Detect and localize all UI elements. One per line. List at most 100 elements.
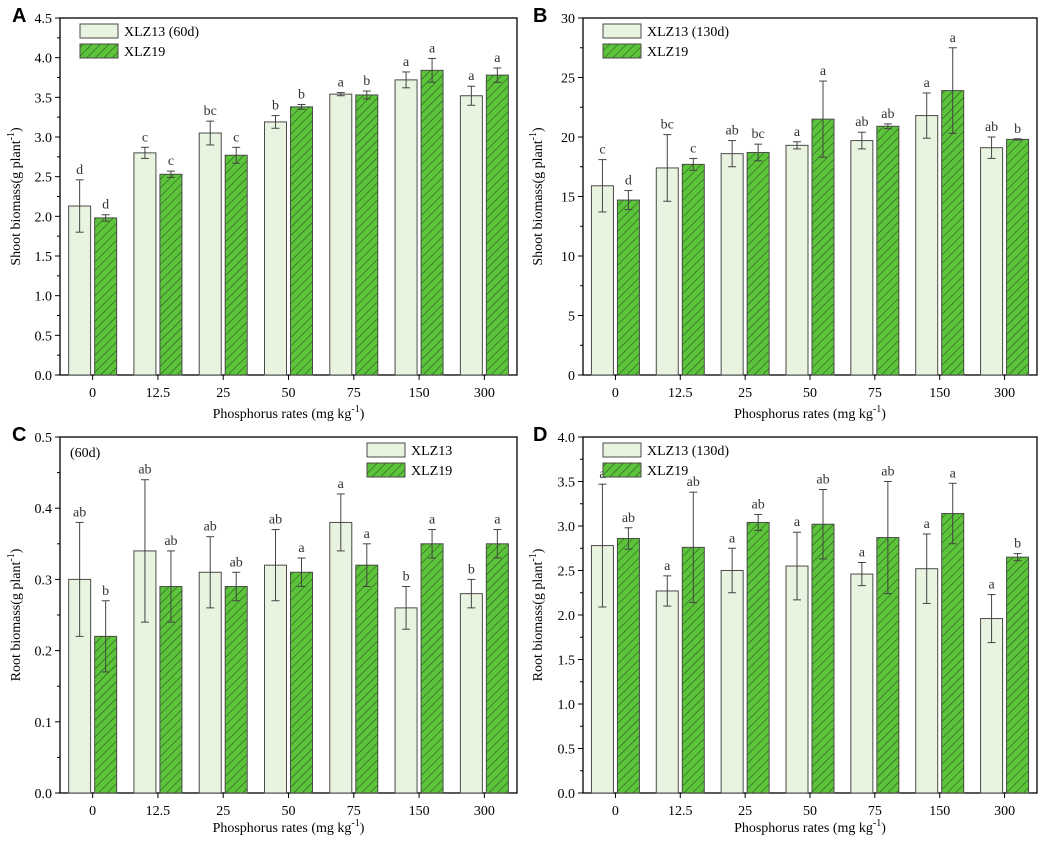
significance-letter: b [468, 562, 475, 577]
bar-xlz19-6 [485, 543, 509, 794]
y-axis-title-exponent: -1 [528, 132, 539, 140]
significance-letter: a [364, 527, 371, 542]
x-tick-label: 0 [612, 804, 619, 819]
significance-letter: b [403, 570, 410, 585]
x-axis-title: Phosphorus rates (mg kg-1) [213, 404, 365, 422]
significance-letter: a [494, 513, 501, 528]
bar-xlz19-3 [811, 523, 835, 794]
significance-letter: ab [881, 107, 894, 122]
x-axis-title-exponent: -1 [351, 818, 359, 829]
significance-letter: c [168, 154, 174, 169]
y-tick-label: 2.0 [35, 210, 53, 225]
y-tick-label: 4.0 [558, 431, 576, 446]
x-tick-label: 25 [738, 386, 752, 401]
y-axis-title-main: Shoot biomass [531, 184, 546, 266]
x-axis-title-close: ) [881, 407, 886, 422]
panel-letter-b: B [533, 5, 547, 27]
y-tick-label: 15 [561, 191, 575, 206]
legend-swatch-xlz13 [602, 442, 642, 458]
significance-letter: ab [985, 120, 998, 135]
panel-letter-d: D [533, 424, 547, 446]
significance-letter: a [429, 41, 436, 56]
y-tick-label: 3.5 [35, 91, 53, 106]
y-axis-title: Shoot biomass(g plant-1) [6, 127, 24, 266]
bar-xlz19-3 [290, 571, 313, 794]
significance-letter: ab [230, 555, 243, 570]
x-tick-label: 50 [282, 386, 296, 401]
bar-xlz13-2 [720, 153, 744, 376]
significance-letter: a [924, 76, 931, 91]
legend-label-xlz13: XLZ13 (130d) [647, 25, 729, 40]
significance-letter: d [625, 174, 632, 189]
significance-letter: b [272, 99, 279, 114]
y-axis-title-main: Root biomass [9, 605, 24, 682]
y-axis-title-exponent: -1 [6, 132, 17, 140]
y-axis-title: Root biomass(g plant-1) [528, 548, 546, 681]
y-axis-title-unit: (g plant [531, 140, 546, 183]
x-axis-title-close: ) [360, 407, 365, 422]
bar-xlz13-1 [655, 590, 679, 794]
y-tick-label: 0.5 [35, 431, 53, 446]
significance-letter: b [298, 87, 305, 102]
significance-letter: a [403, 55, 410, 70]
significance-letter: a [988, 578, 995, 593]
bar-xlz19-1 [159, 173, 183, 376]
x-axis-title-main: Phosphorus rates [734, 407, 833, 422]
y-tick-label: 0 [568, 369, 575, 384]
y-tick-label: 0.5 [35, 329, 53, 344]
y-tick-label: 0.4 [35, 502, 53, 517]
x-tick-label: 12.5 [146, 804, 171, 819]
y-tick-label: 20 [561, 131, 575, 146]
bar-xlz13-2 [198, 132, 222, 376]
y-tick-label: 0.0 [35, 787, 53, 802]
x-axis-title-unit: (mg kg [833, 821, 873, 836]
x-tick-label: 12.5 [668, 386, 693, 401]
plot-frame [582, 17, 1038, 376]
y-axis-title-unit: (g plant [9, 140, 24, 183]
x-tick-label: 75 [347, 804, 361, 819]
legend-label-xlz19: XLZ19 [124, 45, 165, 60]
bar-xlz13-1 [133, 152, 157, 376]
bar-xlz13-3 [785, 144, 809, 376]
y-axis-title-close: ) [9, 548, 24, 553]
panel-letter-c: C [12, 424, 26, 446]
bar-xlz19-0 [616, 199, 640, 376]
x-tick-label: 300 [474, 804, 495, 819]
bar-xlz19-5 [420, 543, 444, 794]
significance-letter: ab [687, 475, 700, 490]
y-tick-label: 25 [561, 72, 575, 87]
x-tick-label: 75 [347, 386, 361, 401]
panels-root: A 0.0 0.5 1.0 1.5 2.0 2.5 3.0 3.5 4.0 4.5 Shoot bio… [6, 5, 1038, 836]
legend-swatch-xlz13 [366, 442, 406, 458]
bar-xlz19-4 [876, 125, 900, 376]
y-axis-title-close: ) [531, 548, 546, 553]
significance-letter: bc [752, 127, 765, 142]
bar-xlz19-2 [746, 151, 770, 376]
y-tick-label: 0.5 [558, 743, 576, 758]
significance-letter: a [298, 541, 305, 556]
bar-xlz13-6 [980, 618, 1004, 794]
significance-letter: b [1014, 122, 1021, 137]
y-tick-label: 0.1 [35, 716, 53, 731]
x-tick-label: 50 [803, 804, 817, 819]
bar-xlz13-4 [850, 140, 874, 376]
x-tick-label: 150 [409, 804, 430, 819]
x-axis-title-unit: (mg kg [311, 821, 351, 836]
bar-xlz13-5 [394, 607, 418, 794]
y-tick-label: 2.5 [558, 565, 576, 580]
x-tick-label: 75 [868, 804, 882, 819]
x-tick-label: 50 [282, 804, 296, 819]
y-tick-label: 3.5 [558, 476, 576, 491]
panel-note: (60d) [70, 446, 101, 461]
bar-xlz19-3 [290, 106, 313, 376]
significance-letter: c [690, 141, 696, 156]
y-tick-label: 3.0 [35, 131, 53, 146]
x-tick-label: 300 [994, 804, 1015, 819]
panel-a: A 0.0 0.5 1.0 1.5 2.0 2.5 3.0 3.5 4.0 4.5 Shoot bio… [6, 5, 518, 422]
significance-letter: ab [881, 465, 894, 480]
x-tick-label: 0 [612, 386, 619, 401]
x-tick-label: 12.5 [668, 804, 693, 819]
x-tick-label: 0 [89, 804, 96, 819]
y-tick-label: 5 [568, 310, 575, 325]
significance-letter: ab [73, 505, 86, 520]
